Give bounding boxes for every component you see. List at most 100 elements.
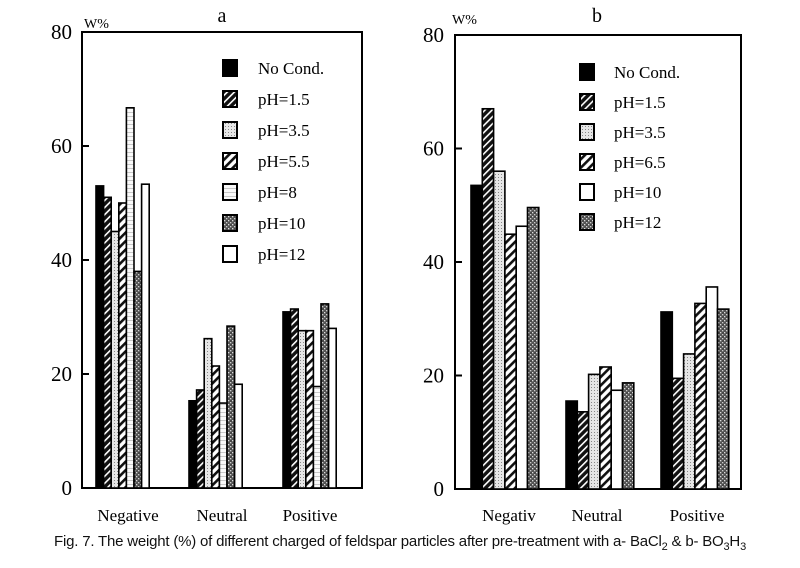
bar-neutral-ph-1-5: [576, 411, 590, 490]
caption-h: H: [729, 533, 741, 550]
bar-neutral-no-cond-: [188, 399, 198, 489]
chart-b-x-labels: Negativ Neutral Positive: [482, 506, 724, 525]
chart-a-bars: [95, 107, 338, 489]
legend-label: pH=10: [258, 214, 305, 233]
legend-label: pH=3.5: [258, 121, 310, 140]
legend-swatch: [579, 123, 595, 141]
bar-negative-ph-1-5: [102, 196, 112, 489]
chart-b: b W% 0 20 40 60 80 Negativ Neutral Positive No…: [423, 5, 742, 525]
bar-negative-ph-12: [140, 183, 151, 489]
chart-a-legend: No Cond. pH=1.5 pH=3.5 pH=5.5 pH=8 pH=10 pH=12: [222, 59, 324, 264]
bar-negative-ph-3-5: [110, 230, 120, 489]
bar-positive-ph-12: [716, 308, 730, 490]
legend-swatch: [579, 183, 595, 201]
chart-b-legend: No Cond. pH=1.5 pH=3.5 pH=6.5 pH=10 pH=12: [579, 63, 680, 232]
x-tick-label: Positive: [670, 506, 725, 525]
legend-label: pH=6.5: [614, 153, 666, 172]
legend-swatch: [222, 245, 238, 263]
chart-a-x-labels: Negative Neutral Positive: [97, 506, 337, 525]
chart-a-ylabel: W%: [84, 17, 109, 32]
caption-sub-1: 2: [661, 541, 668, 553]
bar-neutral-ph-12: [621, 382, 635, 490]
bar-neutral-ph-6-5: [599, 366, 613, 490]
caption-mid: & b- BO: [667, 533, 724, 550]
legend-swatch: [222, 214, 238, 232]
legend-label: pH=5.5: [258, 152, 310, 171]
bar-negative-ph-5-5: [118, 202, 128, 489]
legend-swatch: [222, 90, 238, 108]
y-tick-label: 20: [51, 362, 72, 386]
bar-positive-ph-12: [327, 327, 338, 489]
legend-label: pH=8: [258, 183, 297, 202]
bar-positive-ph-10: [705, 286, 719, 490]
bar-positive-ph-3-5: [682, 353, 696, 490]
chart-b-title: b: [592, 5, 602, 27]
x-tick-label: Neutral: [197, 506, 248, 525]
x-tick-label: Negative: [97, 506, 158, 525]
bar-neutral-no-cond-: [565, 400, 579, 490]
legend-swatch: [222, 121, 238, 139]
y-tick-label: 80: [423, 23, 444, 47]
bar-positive-ph-3-5: [297, 329, 307, 489]
legend-label: pH=3.5: [614, 123, 666, 142]
bar-negative-no-cond-: [95, 185, 105, 489]
bar-positive-ph-1-5: [289, 308, 300, 489]
x-tick-label: Negativ: [482, 506, 536, 525]
legend-label: pH=1.5: [258, 90, 310, 109]
y-tick-label: 40: [51, 248, 72, 272]
bar-negativ-ph-12: [526, 206, 540, 490]
legend-swatch: [579, 153, 595, 171]
y-tick-label: 60: [51, 134, 72, 158]
bar-neutral-ph-12: [233, 383, 244, 489]
figure-caption: Fig. 7. The weight (%) of different char…: [0, 533, 800, 553]
legend-label: pH=1.5: [614, 93, 666, 112]
bar-neutral-ph-3-5: [587, 373, 601, 490]
caption-sub-2: 3: [723, 541, 730, 553]
y-tick-label: 0: [434, 477, 445, 501]
chart-b-bars: [470, 107, 730, 490]
legend-label: pH=10: [614, 183, 661, 202]
bar-negative-ph-10: [133, 270, 143, 489]
y-tick-label: 80: [51, 20, 72, 44]
bar-negativ-ph-1-5: [481, 107, 495, 490]
bar-negativ-ph-3-5: [492, 170, 506, 490]
bar-negativ-no-cond-: [470, 184, 484, 490]
y-tick-label: 40: [423, 250, 444, 274]
chart-b-ylabel: W%: [452, 13, 477, 28]
bar-neutral-ph-8: [218, 402, 228, 489]
legend-label: No Cond.: [258, 59, 324, 78]
bar-positive-ph-1-5: [671, 377, 685, 490]
legend-swatch: [222, 59, 238, 77]
legend-swatch: [579, 63, 595, 81]
bar-neutral-ph-3-5: [203, 337, 213, 489]
chart-a-y-ticks: 0 20 40 60 80: [51, 20, 89, 500]
bar-positive-ph-6-5: [694, 302, 708, 490]
legend-swatch: [222, 183, 238, 201]
bar-positive-ph-5-5: [304, 329, 315, 489]
caption-prefix: Fig. 7. The weight (%) of different char…: [54, 533, 662, 550]
bar-positive-no-cond-: [660, 311, 674, 490]
y-tick-label: 0: [62, 476, 73, 500]
chart-a-title: a: [218, 5, 227, 27]
legend-label: pH=12: [258, 245, 305, 264]
bar-positive-ph-8: [312, 385, 322, 489]
bar-negativ-ph-6-5: [504, 233, 517, 490]
legend-swatch: [222, 152, 238, 170]
legend-label: No Cond.: [614, 63, 680, 82]
y-tick-label: 20: [423, 364, 444, 388]
bar-neutral-ph-5-5: [211, 365, 221, 489]
legend-swatch: [579, 93, 595, 111]
bar-positive-no-cond-: [282, 311, 292, 489]
chart-a: a W% 0 20 40 60 80 Negative Neutral Positive N…: [51, 5, 363, 525]
x-tick-label: Positive: [283, 506, 338, 525]
legend-label: pH=12: [614, 213, 661, 232]
bar-neutral-ph-10: [226, 325, 236, 489]
legend-swatch: [579, 213, 595, 231]
chart-b-y-ticks: 0 20 40 60 80: [423, 23, 462, 501]
y-tick-label: 60: [423, 137, 444, 161]
x-tick-label: Neutral: [572, 506, 623, 525]
bar-neutral-ph-1-5: [195, 389, 206, 489]
bar-negativ-ph-10: [515, 225, 529, 490]
caption-sub-3: 3: [740, 541, 746, 553]
